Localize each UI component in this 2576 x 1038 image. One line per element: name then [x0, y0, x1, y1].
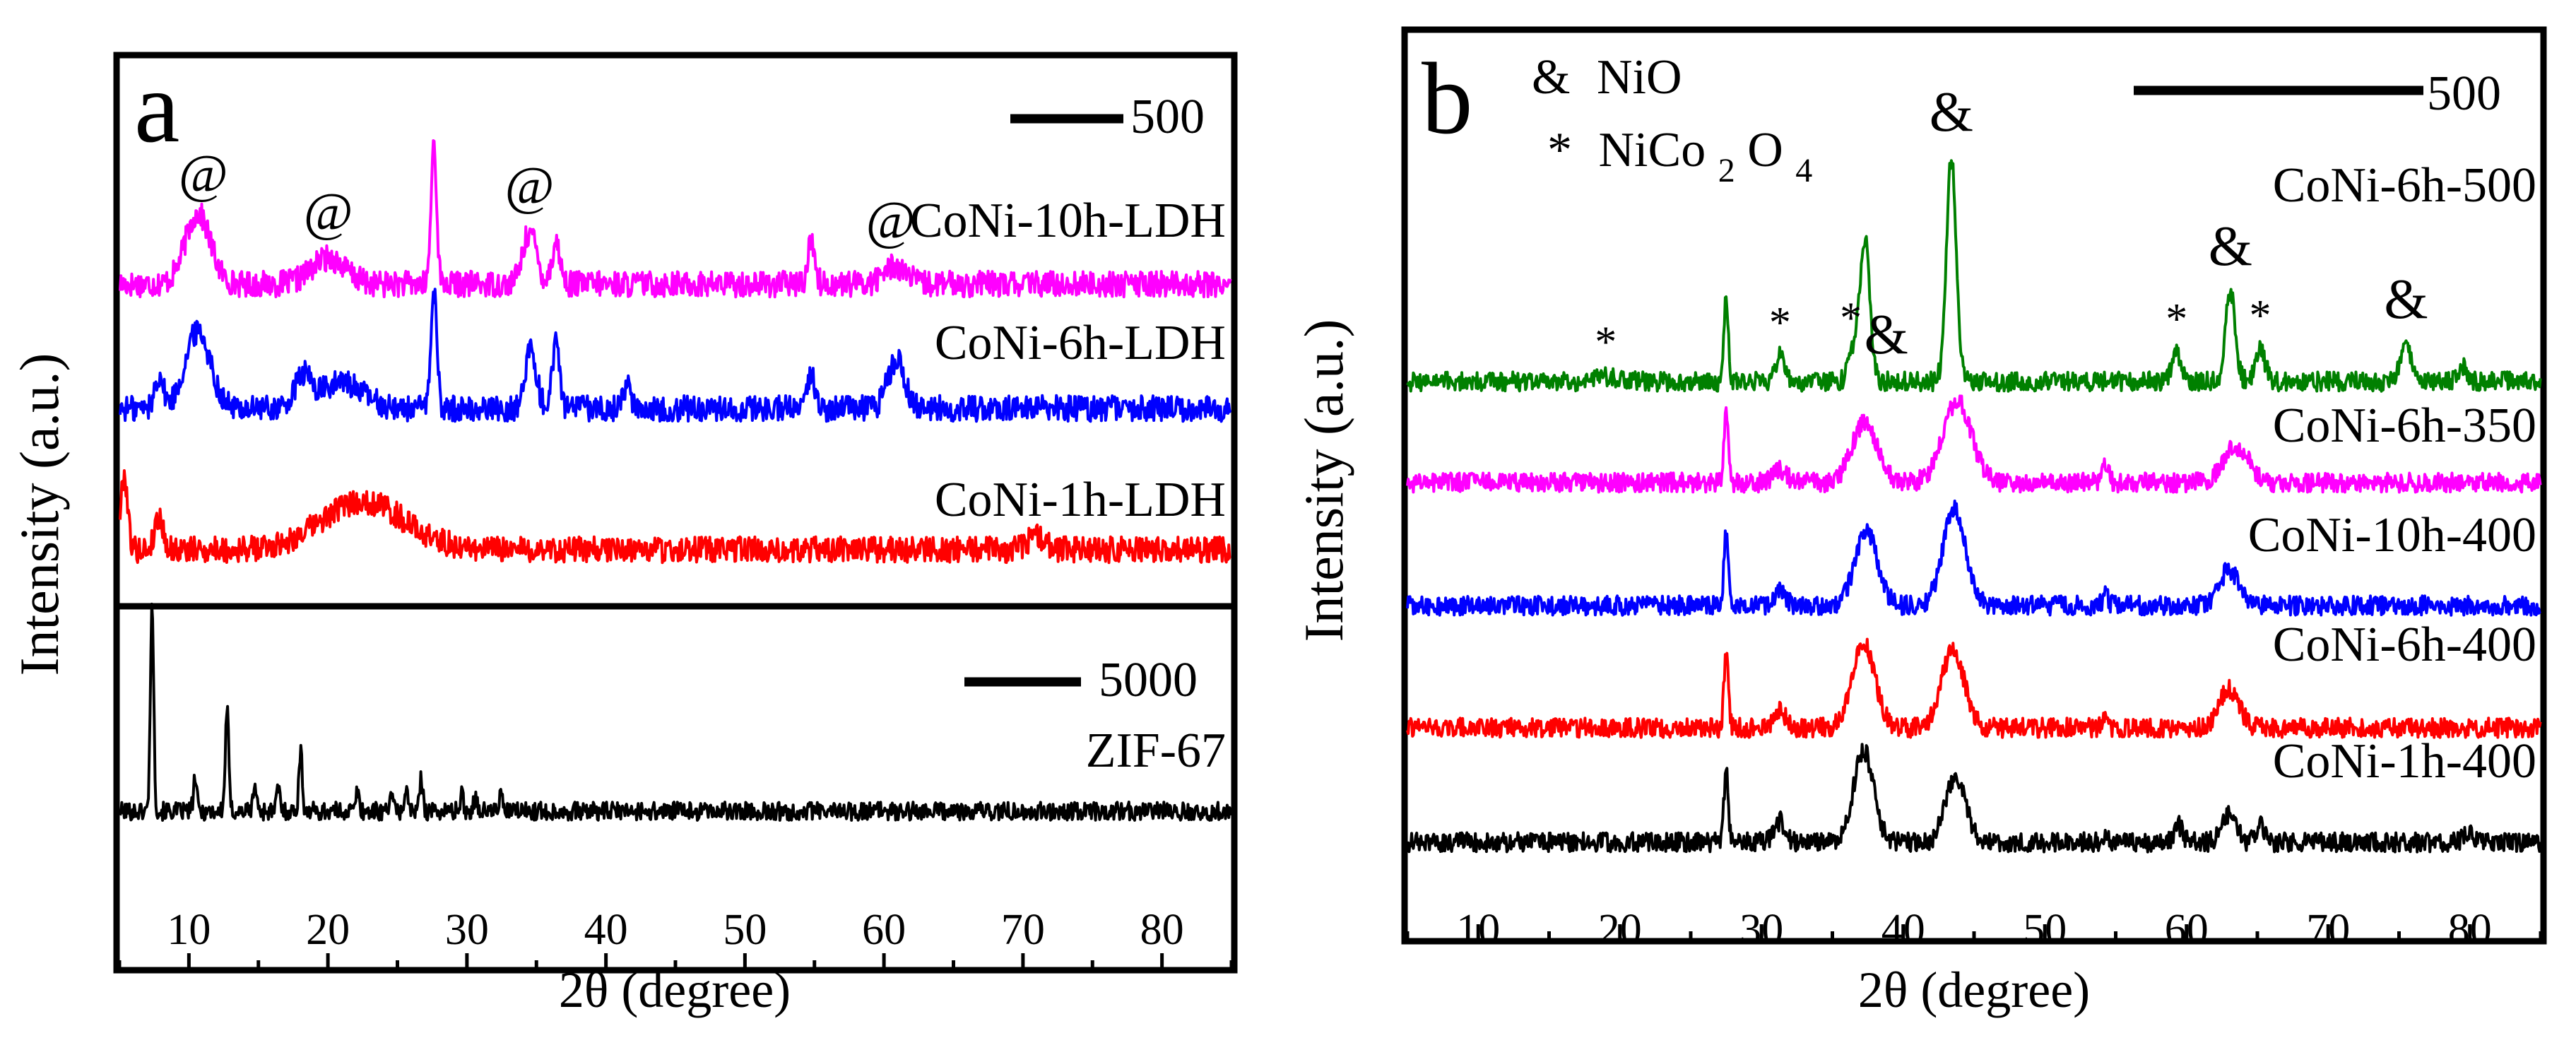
series-label-zif-67: ZIF-67 — [1086, 724, 1226, 778]
series-label-coni-1h-ldh: CoNi-1h-LDH — [935, 473, 1226, 527]
panel-a-x-tick-label-80: 80 — [1140, 906, 1184, 954]
peak-marker: & — [1930, 81, 1973, 143]
panel-b-y-axis-label: Intensity (a.u.) — [1293, 319, 1354, 642]
peak-marker: * — [1769, 299, 1791, 347]
trace-coni-1h-400 — [1406, 743, 2542, 854]
peak-marker: & — [2209, 216, 2252, 278]
peak-marker: * — [1595, 319, 1617, 367]
panel-b-x-axis: 10 20 30 40 50 60 70 80 — [1405, 906, 2543, 954]
panel-a-x-tick-label-40: 40 — [584, 906, 628, 954]
panel-b-x-tick-label-70: 70 — [2306, 906, 2350, 954]
legend-nico2o4-label: NiCo — [1599, 123, 1706, 177]
panel-a-x-tick-label-20: 20 — [306, 906, 350, 954]
panel-a-x-tick-label-60: 60 — [862, 906, 906, 954]
panel-a-label: a — [134, 51, 179, 164]
panel-b-x-tick-label-60: 60 — [2165, 906, 2209, 954]
panel-a: @ @ @ @ 10 20 30 40 50 60 70 80 a 500 5000 CoNi-10… — [8, 51, 1238, 1018]
panel-a-x-axis-label: 2θ (degree) — [559, 962, 791, 1018]
legend-nico2o4-subscript: 2 — [1718, 152, 1735, 189]
peak-marker: @ — [179, 145, 228, 204]
legend-nico2o4-symbol: * — [1547, 123, 1572, 177]
panel-b-label: b — [1422, 42, 1473, 155]
panel-b-x-tick-label-40: 40 — [1881, 906, 1925, 954]
peak-marker: & — [2384, 269, 2428, 331]
panel-a-x-axis: 10 20 30 40 50 60 70 80 — [117, 906, 1234, 970]
panel-a-x-tick-label-30: 30 — [445, 906, 489, 954]
peak-marker: & — [1865, 304, 1908, 366]
panel-a-bottom-plot — [119, 602, 1232, 822]
legend-nico2o4-suffix: O — [1747, 123, 1783, 177]
peak-marker: @ — [866, 191, 916, 251]
peak-marker: @ — [505, 157, 555, 216]
trace-coni-6h-500 — [1406, 159, 2542, 393]
series-label-coni-6h-ldh: CoNi-6h-LDH — [935, 316, 1226, 370]
trace-coni-10h-400 — [1406, 500, 2541, 617]
panel-b-x-tick-label-50: 50 — [2023, 906, 2067, 954]
peak-marker: * — [1840, 294, 1862, 342]
panel-b-scale-label: 500 — [2427, 66, 2501, 121]
panel-a-bottom-frame — [113, 603, 1238, 974]
peak-marker: @ — [304, 182, 353, 242]
panel-b: * * * &&*&* & 10 20 30 40 50 60 70 80 b & NiO * NiC… — [1293, 26, 2547, 1018]
legend-nico2o4: * NiCo 2 O 4 — [1547, 123, 1812, 193]
trace-coni-1h-ldh — [119, 469, 1231, 565]
series-label-coni-1h-400: CoNi-1h-400 — [2273, 734, 2536, 789]
panel-b-x-axis-label: 2θ (degree) — [1858, 962, 2090, 1018]
panel-a-bottom-scale-label: 5000 — [1099, 653, 1198, 707]
series-label-coni-6h-350: CoNi-6h-350 — [2273, 399, 2536, 453]
legend-nico2o4-subscript2: 4 — [1795, 152, 1812, 189]
trace-coni-6h-400 — [1406, 637, 2542, 739]
series-label-coni-10h-ldh: CoNi-10h-LDH — [910, 194, 1226, 248]
trace-zif-67 — [119, 602, 1232, 822]
panel-a-x-tick-label-70: 70 — [1001, 906, 1045, 954]
panel-b-x-tick-label-80: 80 — [2448, 906, 2492, 954]
peak-marker: * — [2250, 292, 2271, 340]
panel-a-x-tick-label-50: 50 — [723, 906, 767, 954]
series-label-coni-6h-400: CoNi-6h-400 — [2273, 618, 2536, 672]
panel-a-x-tick-label-10: 10 — [167, 906, 211, 954]
panel-b-x-tick-label-10: 10 — [1456, 906, 1500, 954]
peak-marker: * — [2166, 295, 2187, 343]
panel-b-x-tick-label-30: 30 — [1739, 906, 1783, 954]
panel-b-plot: * * * &&*&* & — [1406, 81, 2542, 854]
panel-a-top-plot: @ @ @ @ — [119, 114, 1232, 565]
legend-nio-label: NiO — [1597, 50, 1682, 105]
series-label-coni-6h-500: CoNi-6h-500 — [2273, 158, 2536, 213]
trace-coni-10h-ldh — [119, 139, 1232, 299]
trace-coni-6h-350 — [1406, 394, 2542, 494]
legend-nio: & NiO — [1532, 50, 1682, 105]
panel-a-y-axis-label: Intensity (a.u.) — [8, 353, 70, 676]
panel-b-x-tick-label-20: 20 — [1598, 906, 1642, 954]
trace-coni-6h-ldh — [119, 288, 1232, 423]
panel-a-top-scale-label: 500 — [1130, 90, 1205, 144]
series-label-coni-10h-400: CoNi-10h-400 — [2248, 508, 2536, 562]
legend-nio-symbol: & — [1532, 50, 1570, 105]
